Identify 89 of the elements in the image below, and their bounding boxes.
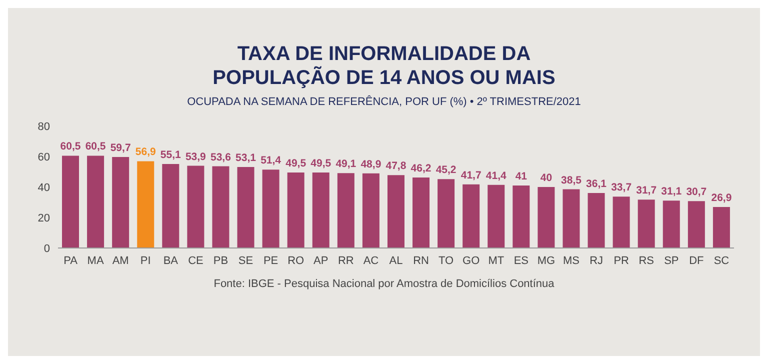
bar <box>612 196 630 248</box>
data-label: 31,1 <box>661 186 682 198</box>
data-label: 33,7 <box>611 182 632 194</box>
data-label: 30,7 <box>686 186 707 198</box>
x-tick-label: MT <box>488 254 504 267</box>
data-label: 45,2 <box>436 164 456 176</box>
x-tick-label: AL <box>389 254 403 267</box>
bar <box>412 178 430 248</box>
x-tick-label: AC <box>363 254 379 267</box>
data-label: 41,7 <box>460 169 482 182</box>
x-tick-label: DF <box>689 254 704 267</box>
chart-subtitle: OCUPADA NA SEMANA DE REFERÊNCIA, POR UF (%) • 2º TRIMESTRE/2021 <box>186 96 582 108</box>
bar <box>662 200 680 248</box>
x-tick-label: ES <box>514 254 529 267</box>
bar <box>512 185 530 248</box>
data-label: 26,9 <box>711 192 732 204</box>
bar <box>337 173 354 248</box>
bar <box>688 201 705 248</box>
bar <box>262 170 280 248</box>
data-label: 41 <box>515 170 528 182</box>
bar <box>137 161 154 248</box>
x-tick-label: PA <box>64 254 78 267</box>
bar <box>712 206 730 248</box>
bar <box>488 184 505 248</box>
x-tick-label: PB <box>213 254 228 267</box>
bar <box>538 187 555 248</box>
data-label: 36,1 <box>586 178 607 190</box>
x-tick-label: PI <box>140 254 151 267</box>
data-label: 60,5 <box>60 140 81 153</box>
x-tick-label: RN <box>413 254 430 267</box>
bar <box>438 179 455 248</box>
data-label: 59,7 <box>110 142 131 154</box>
x-tick-label: RS <box>638 254 654 267</box>
data-label: 60,5 <box>85 140 106 153</box>
data-label: 49,5 <box>310 158 332 170</box>
bar <box>112 156 130 248</box>
y-tick-label: 0 <box>44 242 50 255</box>
bar <box>362 173 380 248</box>
bar <box>462 184 480 248</box>
data-label: 31,7 <box>636 184 657 197</box>
x-tick-label: MA <box>87 254 104 267</box>
x-tick-label: AM <box>112 254 129 267</box>
bar <box>187 166 204 248</box>
data-label: 38,5 <box>561 174 582 186</box>
y-tick-label: 80 <box>38 120 50 133</box>
data-label: 40 <box>540 172 552 184</box>
data-label: 49,5 <box>286 158 306 170</box>
data-label: 48,9 <box>360 158 382 170</box>
bar <box>287 172 304 248</box>
x-tick-label: RR <box>338 254 354 267</box>
x-tick-label: CE <box>188 254 204 267</box>
x-tick-label: AP <box>314 254 328 267</box>
bar <box>162 164 180 248</box>
x-tick-label: SC <box>714 254 730 267</box>
data-label: 41,4 <box>486 170 507 182</box>
bar <box>638 200 655 248</box>
x-tick-label: TO <box>438 254 454 267</box>
y-tick-label: 60 <box>38 151 50 164</box>
data-label: 47,8 <box>386 160 406 172</box>
x-tick-label: SE <box>238 254 254 267</box>
bar <box>87 156 104 248</box>
x-tick-label: MG <box>537 254 556 267</box>
x-tick-label: PE <box>263 254 278 267</box>
data-label: 51,4 <box>260 154 282 167</box>
bar <box>237 167 254 248</box>
y-tick-label: 40 <box>38 182 50 194</box>
x-tick-label: RJ <box>590 254 604 267</box>
data-label: 46,2 <box>410 162 432 175</box>
data-label: 49,1 <box>336 158 356 170</box>
bar <box>588 192 605 248</box>
data-label: 53,1 <box>236 152 256 164</box>
data-label: 55,1 <box>160 148 182 161</box>
x-tick-label: GO <box>462 254 480 267</box>
bar <box>562 189 580 248</box>
bar <box>387 175 404 248</box>
bar <box>212 166 230 248</box>
bar <box>312 172 330 248</box>
x-tick-label: PR <box>614 254 630 267</box>
data-label: 53,9 <box>185 150 206 163</box>
source-note: Fonte: IBGE - Pesquisa Nacional por Amostra de Domicílios Contínua <box>212 278 556 290</box>
bar <box>62 156 79 248</box>
y-tick-label: 20 <box>38 212 50 224</box>
data-label: 56,9 <box>135 146 156 158</box>
x-tick-label: BA <box>163 254 179 267</box>
chart-title: TAXA DE INFORMALIDADE DA POPULAÇÃO DE 14 ANOS OU MAIS <box>212 42 556 90</box>
x-tick-label: RO <box>288 254 305 267</box>
x-tick-label: SP <box>664 254 679 267</box>
data-label: 53,6 <box>210 151 232 164</box>
x-tick-label: MS <box>563 254 580 267</box>
